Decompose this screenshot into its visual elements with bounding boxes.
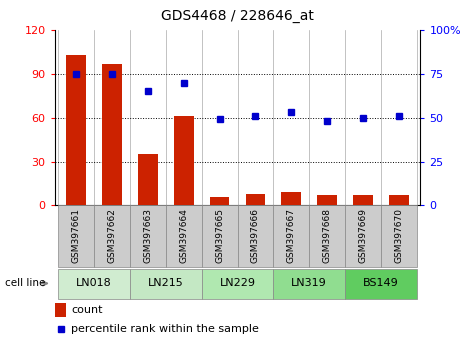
Text: cell line: cell line [5,278,45,289]
Bar [174,116,194,205]
FancyBboxPatch shape [58,269,130,299]
Bar [281,192,301,205]
FancyBboxPatch shape [166,205,202,267]
Text: GSM397670: GSM397670 [394,209,403,263]
FancyBboxPatch shape [202,269,273,299]
FancyBboxPatch shape [238,205,273,267]
FancyBboxPatch shape [94,205,130,267]
Text: BS149: BS149 [363,278,399,289]
Text: LN018: LN018 [76,278,112,289]
Bar [66,55,86,205]
Bar [353,195,373,205]
FancyBboxPatch shape [202,205,238,267]
Text: GSM397668: GSM397668 [323,209,332,263]
FancyBboxPatch shape [130,269,202,299]
Text: GSM397663: GSM397663 [143,209,152,263]
Text: GSM397666: GSM397666 [251,209,260,263]
Bar [138,154,158,205]
Text: GSM397661: GSM397661 [72,209,81,263]
Bar [317,195,337,205]
FancyBboxPatch shape [345,205,381,267]
Text: LN319: LN319 [291,278,327,289]
Text: GSM397669: GSM397669 [359,209,368,263]
FancyBboxPatch shape [273,205,309,267]
Text: GDS4468 / 228646_at: GDS4468 / 228646_at [161,9,314,23]
FancyBboxPatch shape [381,205,417,267]
Text: percentile rank within the sample: percentile rank within the sample [71,324,259,334]
Bar [389,195,408,205]
Text: GSM397662: GSM397662 [107,209,116,263]
FancyBboxPatch shape [130,205,166,267]
Text: GSM397665: GSM397665 [215,209,224,263]
FancyBboxPatch shape [273,269,345,299]
Text: LN215: LN215 [148,278,184,289]
FancyBboxPatch shape [309,205,345,267]
FancyBboxPatch shape [345,269,417,299]
Text: LN229: LN229 [219,278,256,289]
Bar [55,303,66,317]
Bar [102,64,122,205]
Bar [209,196,229,205]
Text: count: count [71,305,103,315]
FancyBboxPatch shape [58,205,94,267]
Text: GSM397667: GSM397667 [287,209,296,263]
Text: GSM397664: GSM397664 [179,209,188,263]
Bar [246,194,266,205]
